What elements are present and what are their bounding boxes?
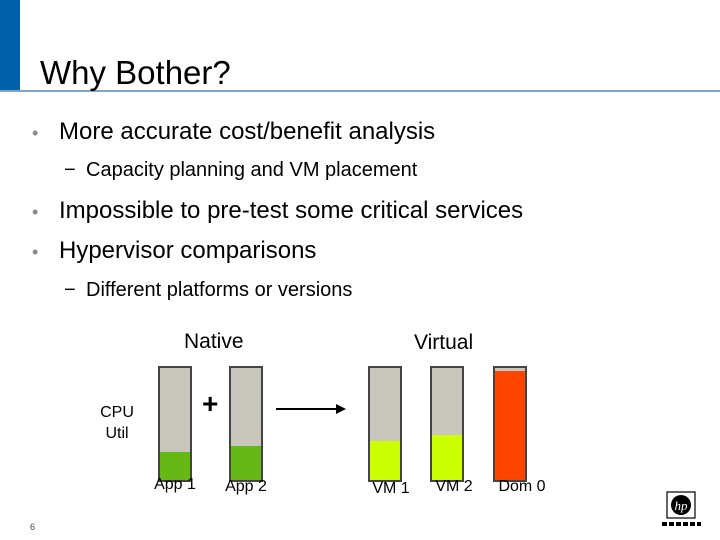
bullet-text: Hypervisor comparisons bbox=[59, 237, 317, 264]
bar-fill bbox=[160, 452, 190, 480]
axis-label-line: Util bbox=[105, 425, 129, 442]
virtual-group-label: Virtual bbox=[414, 331, 474, 354]
bar-label: VM 2 bbox=[435, 478, 473, 495]
subbullet-text: Capacity planning and VM placement bbox=[86, 159, 418, 181]
svg-text:hp: hp bbox=[675, 498, 689, 513]
subbullet-item: − Capacity planning and VM placement bbox=[64, 159, 418, 181]
title-underline bbox=[0, 90, 720, 92]
bar-vm-1 bbox=[368, 366, 402, 482]
hp-logo-icon: hp bbox=[662, 491, 701, 526]
slide-title: Why Bother? bbox=[40, 54, 231, 91]
bullet-item: • More accurate cost/benefit analysis bbox=[32, 118, 436, 145]
bullet-item: • Impossible to pre-test some critical se… bbox=[32, 197, 524, 224]
bar-fill bbox=[495, 371, 525, 480]
bullet-text: Impossible to pre-test some critical ser… bbox=[59, 197, 524, 224]
bar-fill bbox=[432, 435, 462, 480]
subbullet-item: − Different platforms or versions bbox=[64, 279, 353, 301]
bullet-text: More accurate cost/benefit analysis bbox=[59, 118, 436, 145]
left-accent-bar bbox=[0, 0, 20, 92]
plus-sign: + bbox=[202, 388, 219, 419]
arrow-right-icon bbox=[276, 404, 346, 414]
native-group-label: Native bbox=[184, 330, 244, 353]
bullet-item: • Hypervisor comparisons bbox=[32, 237, 317, 264]
bar-label: VM 1 bbox=[372, 480, 410, 497]
bar-vm-2 bbox=[430, 366, 464, 482]
bar-fill bbox=[370, 440, 400, 480]
subbullet-text: Different platforms or versions bbox=[86, 279, 353, 301]
bar-app-1 bbox=[158, 366, 192, 482]
bar-fill bbox=[231, 446, 261, 480]
bar-label: App 1 bbox=[154, 476, 196, 493]
bar-app-2 bbox=[229, 366, 263, 482]
axis-label-line: CPU bbox=[100, 404, 134, 421]
bar-label: App 2 bbox=[225, 478, 267, 495]
page-number: 6 bbox=[30, 522, 36, 532]
cpu-util-axis-label: CPU Util bbox=[92, 402, 142, 444]
bar-dom-0 bbox=[493, 366, 527, 482]
bar-label: Dom 0 bbox=[498, 478, 546, 495]
